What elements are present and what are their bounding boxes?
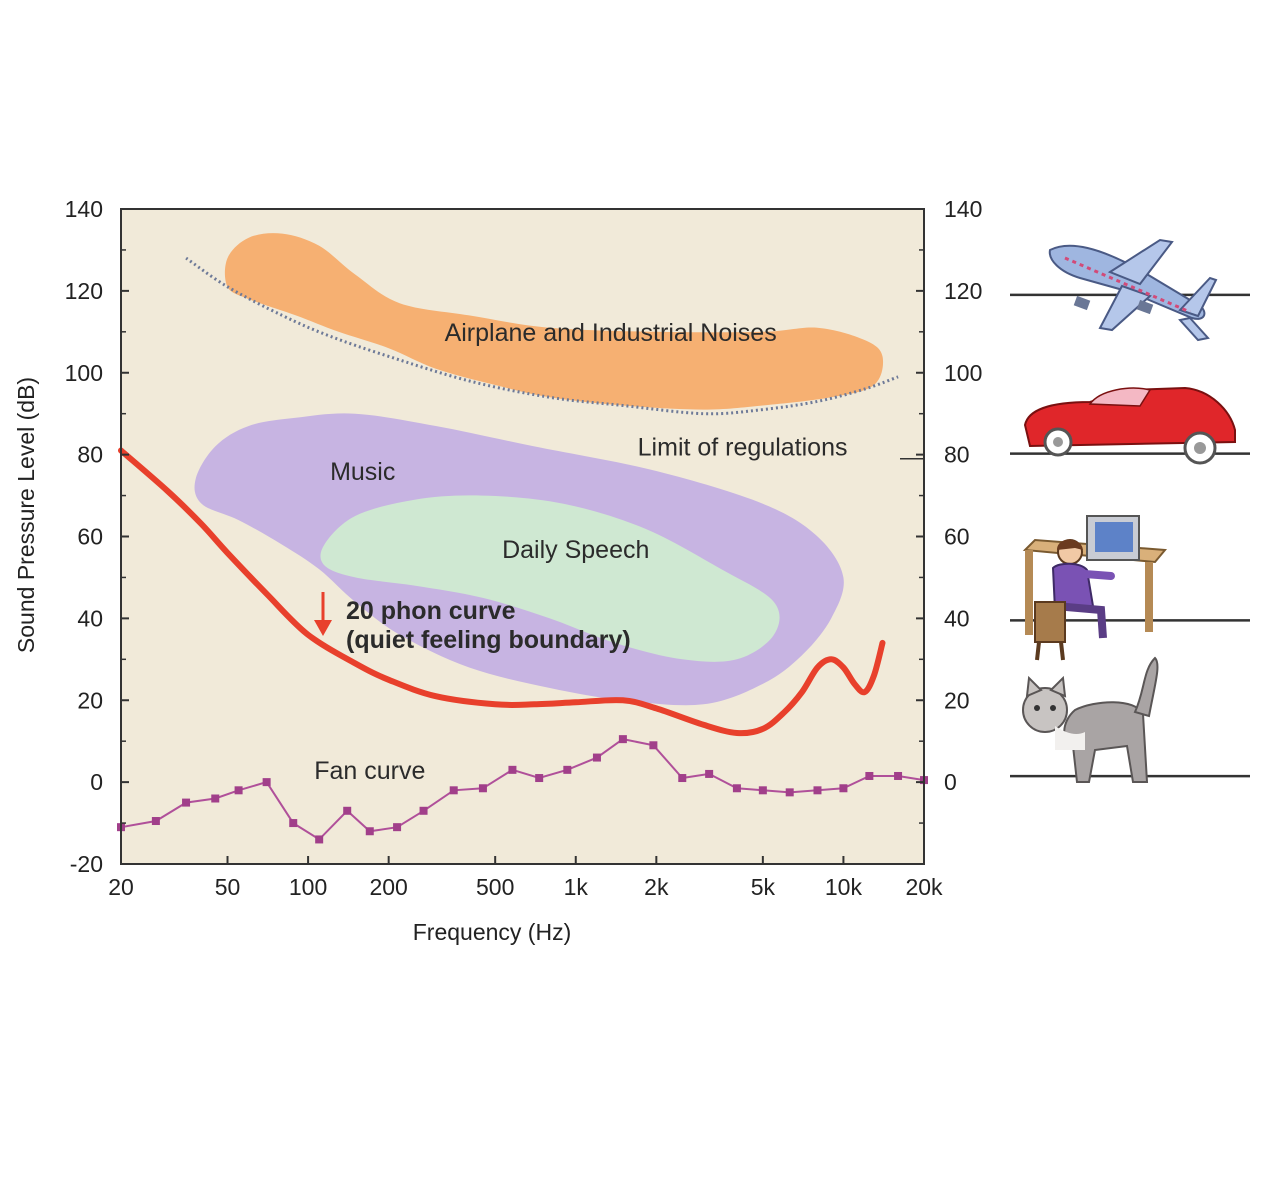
right-y-tick-label: 140 (944, 196, 982, 222)
x-tick-label: 1k (564, 874, 589, 900)
fan-curve-point (315, 835, 324, 844)
phon-arrow-head (314, 620, 332, 636)
annotation-20-phon-curve: 20 phon curve (346, 597, 516, 625)
fan-curve-point (182, 798, 191, 807)
y-tick-label: 60 (77, 524, 103, 550)
series-line-fan-curve (120, 738, 925, 841)
fan-curve-point (211, 794, 220, 803)
fan-curve-point (289, 819, 298, 828)
region-daily-speech (320, 495, 780, 662)
right-y-tick-label: 40 (944, 605, 970, 631)
y-tick-label: 20 (77, 687, 103, 713)
annotation-limit-of-regulations: Limit of regulations (638, 433, 848, 461)
fan-curve-point (508, 765, 517, 774)
y-tick-label: 120 (65, 278, 103, 304)
right-y-tick-label: 100 (944, 360, 982, 386)
x-tick-label: 200 (369, 874, 407, 900)
fan-curve-point (705, 769, 714, 778)
x-tick-label: 5k (751, 874, 776, 900)
fan-curve-point (419, 806, 428, 815)
x-tick-label: 20k (905, 874, 943, 900)
fan-curve-point (813, 786, 822, 795)
fan-curve-point (365, 827, 374, 836)
x-tick-label: 100 (289, 874, 327, 900)
x-tick-label: 50 (215, 874, 241, 900)
fan-curve-point (234, 786, 243, 795)
regions-layer (194, 233, 884, 706)
fan-curve-point (758, 786, 767, 795)
fan-curve-point (535, 774, 544, 783)
fan-curve-point (865, 771, 874, 780)
fan-curve-point (262, 778, 271, 787)
annotation-music: Music (330, 458, 395, 486)
fan-curve-point (839, 784, 848, 793)
y-tick-label: -20 (70, 851, 103, 877)
fan-curve-point (393, 823, 402, 832)
y-tick-label: 100 (65, 360, 103, 386)
fan-curve-point (785, 788, 794, 797)
x-tick-label: 2k (644, 874, 669, 900)
right-y-tick-label: 80 (944, 442, 970, 468)
fan-curve-point (732, 784, 741, 793)
right-y-tick-label: 120 (944, 278, 982, 304)
x-axis-title: Frequency (Hz) (413, 919, 571, 945)
fan-curve-point (618, 735, 627, 744)
y-tick-label: 140 (65, 196, 103, 222)
annotation-fan-curve: Fan curve (314, 757, 425, 785)
fan-curve-point (343, 806, 352, 815)
fan-curve-point (592, 753, 601, 762)
y-tick-label: 80 (77, 442, 103, 468)
office-worker-icon (1022, 515, 1168, 661)
fan-curve-point (649, 741, 658, 750)
x-tick-label: 10k (825, 874, 863, 900)
airplane-icon (1048, 238, 1218, 342)
right-y-tick-label: 20 (944, 687, 970, 713)
right-y-tick-label: 0 (944, 769, 957, 795)
annotation-daily-speech: Daily Speech (502, 536, 649, 564)
cat-icon (1022, 656, 1159, 783)
x-tick-label: 20 (108, 874, 134, 900)
series-line-limit-of-regulations (185, 256, 899, 416)
annotations-layer: Airplane and Industrial Noises Limit of r… (314, 319, 924, 785)
annotation-airplane-and-industrial-noises: Airplane and Industrial Noises (445, 319, 777, 347)
fan-curve-point (449, 786, 458, 795)
fan-curve-point (894, 771, 903, 780)
y-axis-title: Sound Pressure Level (dB) (13, 377, 39, 653)
series-line-20-phon-curve (118, 447, 886, 737)
right-y-tick-label: 60 (944, 524, 970, 550)
fan-curve-point (151, 817, 160, 826)
y-tick-label: 0 (90, 769, 103, 795)
region-airplane-and-industrial-noises (224, 233, 884, 410)
annotation-quiet-feeling-boundary: (quiet feeling boundary) (346, 626, 631, 654)
fan-curve-point (678, 774, 687, 783)
fan-curve-point (563, 765, 572, 774)
car-icon (1023, 386, 1236, 465)
x-tick-label: 500 (476, 874, 514, 900)
y-tick-label: 40 (77, 605, 103, 631)
fan-curve-point (478, 784, 487, 793)
